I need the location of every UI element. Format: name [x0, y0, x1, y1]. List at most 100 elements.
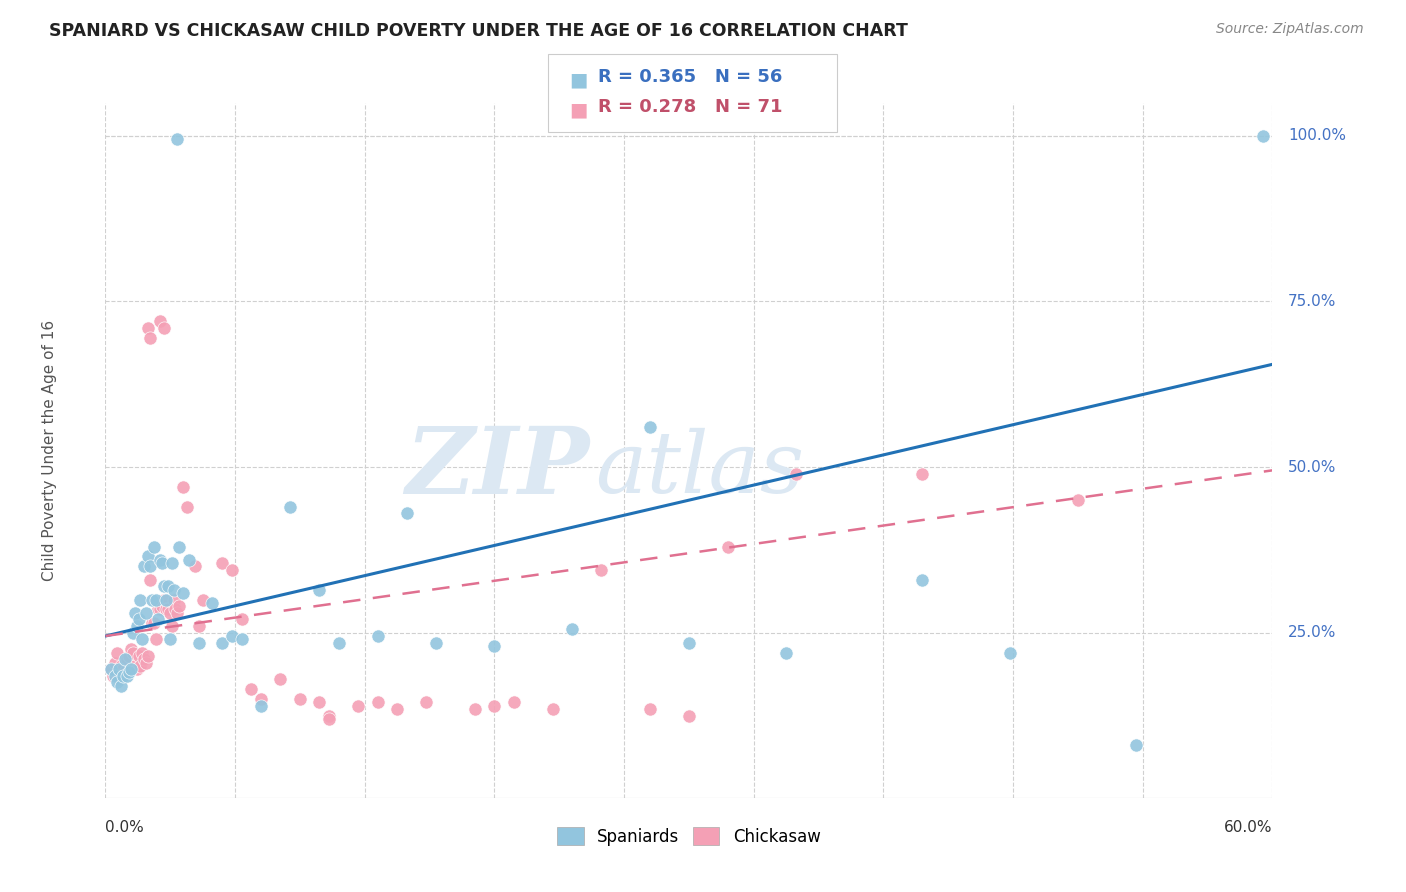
Point — [110, 679, 132, 693]
Point — [118, 665, 141, 680]
Text: ■: ■ — [569, 70, 588, 89]
Point — [541, 702, 564, 716]
Point — [136, 549, 159, 564]
Point — [221, 563, 243, 577]
Point — [425, 635, 447, 649]
Point — [149, 314, 172, 328]
Point — [172, 480, 194, 494]
Point — [153, 321, 174, 335]
Point — [136, 648, 159, 663]
Point — [125, 619, 148, 633]
Point — [108, 672, 131, 686]
Point — [177, 553, 200, 567]
Point — [104, 656, 127, 670]
Point — [103, 669, 125, 683]
Point — [146, 612, 169, 626]
Point — [278, 500, 301, 514]
Point — [143, 615, 166, 630]
Point — [1067, 493, 1090, 508]
Text: SPANIARD VS CHICKASAW CHILD POVERTY UNDER THE AGE OF 16 CORRELATION CHART: SPANIARD VS CHICKASAW CHILD POVERTY UNDE… — [49, 22, 908, 40]
Point — [108, 662, 131, 676]
Point — [120, 662, 142, 676]
Point — [191, 592, 214, 607]
Text: ZIP: ZIP — [405, 423, 589, 513]
Point — [143, 540, 166, 554]
Point — [100, 662, 122, 676]
Point — [156, 602, 179, 616]
Point — [135, 606, 157, 620]
Point — [775, 646, 797, 660]
Text: 60.0%: 60.0% — [1225, 820, 1272, 835]
Point — [139, 331, 162, 345]
Point — [162, 582, 184, 597]
Point — [288, 692, 311, 706]
Text: 100.0%: 100.0% — [1288, 128, 1346, 144]
Point — [159, 606, 181, 620]
Point — [270, 672, 292, 686]
Point — [231, 612, 253, 626]
Point — [211, 556, 233, 570]
Point — [367, 629, 389, 643]
Point — [785, 467, 807, 481]
Point — [145, 632, 167, 647]
Point — [131, 646, 153, 660]
Point — [385, 702, 409, 716]
Point — [250, 698, 273, 713]
Point — [128, 648, 150, 663]
Point — [184, 559, 207, 574]
Point — [318, 712, 340, 726]
Point — [105, 675, 128, 690]
Point — [145, 592, 167, 607]
Point — [156, 579, 179, 593]
Point — [150, 556, 173, 570]
Point — [176, 500, 198, 514]
Point — [115, 669, 138, 683]
Point — [110, 658, 132, 673]
Point — [503, 695, 526, 709]
Point — [308, 582, 330, 597]
Text: 0.0%: 0.0% — [105, 820, 145, 835]
Legend: Spaniards, Chickasaw: Spaniards, Chickasaw — [551, 821, 827, 853]
Point — [172, 586, 194, 600]
Point — [415, 695, 437, 709]
Point — [121, 625, 143, 640]
Point — [124, 658, 146, 673]
Point — [118, 648, 141, 663]
Point — [638, 420, 661, 434]
Point — [121, 646, 143, 660]
Point — [153, 592, 174, 607]
Point — [169, 599, 191, 614]
Text: R = 0.278   N = 71: R = 0.278 N = 71 — [598, 98, 782, 116]
Point — [114, 652, 136, 666]
Point — [128, 612, 150, 626]
Text: R = 0.365   N = 56: R = 0.365 N = 56 — [598, 68, 782, 86]
Point — [129, 658, 152, 673]
Point — [678, 635, 700, 649]
Point — [318, 708, 340, 723]
Point — [141, 615, 163, 630]
Point — [1125, 739, 1147, 753]
Point — [125, 662, 148, 676]
Point — [347, 698, 370, 713]
Text: ■: ■ — [569, 101, 588, 120]
Point — [464, 702, 486, 716]
Text: Child Poverty Under the Age of 16: Child Poverty Under the Age of 16 — [42, 320, 56, 581]
Text: 50.0%: 50.0% — [1288, 459, 1336, 475]
Text: atlas: atlas — [596, 428, 804, 510]
Point — [124, 606, 146, 620]
Point — [169, 540, 191, 554]
Text: 25.0%: 25.0% — [1288, 625, 1336, 640]
Point — [717, 540, 740, 554]
Point — [136, 321, 159, 335]
Point — [162, 592, 184, 607]
Point — [100, 662, 122, 676]
Point — [308, 695, 330, 709]
Point — [150, 599, 173, 614]
Point — [678, 708, 700, 723]
Point — [211, 635, 233, 649]
Point — [111, 669, 134, 683]
Point — [221, 629, 243, 643]
Point — [155, 602, 177, 616]
Point — [484, 639, 506, 653]
Point — [240, 681, 263, 696]
